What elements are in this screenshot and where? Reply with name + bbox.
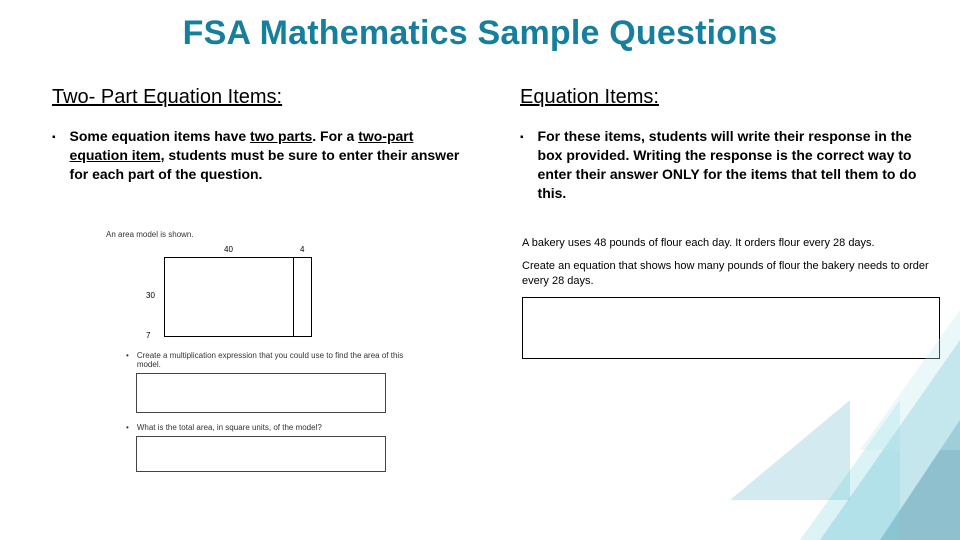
right-figure: A bakery uses 48 pounds of flour each da… bbox=[522, 236, 940, 359]
bullet-dot-icon: • bbox=[126, 423, 129, 432]
right-figure-line1: A bakery uses 48 pounds of flour each da… bbox=[522, 236, 940, 251]
bullet-marker-icon: ▪ bbox=[520, 127, 524, 203]
left-figure: An area model is shown. 30 7 40 4 • Crea… bbox=[106, 230, 426, 472]
right-bullet: ▪ For these items, students will write t… bbox=[520, 127, 920, 203]
slide-title-text: FSA Mathematics Sample Questions bbox=[183, 14, 778, 52]
triangle-icon bbox=[740, 340, 900, 540]
answer-box-1[interactable] bbox=[136, 373, 386, 413]
area-model-rect-large bbox=[164, 257, 294, 337]
left-subitem-1: • Create a multiplication expression tha… bbox=[126, 351, 426, 369]
left-subhead: Two- Part Equation Items: bbox=[52, 86, 472, 109]
text-frag-underline: two parts bbox=[250, 128, 312, 144]
text-frag-bold: ONLY bbox=[662, 166, 699, 182]
triangle-icon bbox=[730, 380, 850, 500]
text-frag: Some equation items have bbox=[70, 128, 251, 144]
area-label-7: 7 bbox=[146, 331, 150, 340]
bullet-marker-icon: ▪ bbox=[52, 127, 56, 184]
left-column: Two- Part Equation Items: ▪ Some equatio… bbox=[52, 86, 472, 184]
area-label-40: 40 bbox=[224, 245, 233, 254]
left-subitem-2-text: What is the total area, in square units,… bbox=[137, 423, 322, 432]
area-model: 30 7 40 4 bbox=[144, 245, 334, 341]
response-box[interactable] bbox=[522, 297, 940, 359]
right-column: Equation Items: ▪ For these items, stude… bbox=[520, 86, 920, 203]
left-figure-caption: An area model is shown. bbox=[106, 230, 426, 239]
area-label-4: 4 bbox=[300, 245, 304, 254]
right-figure-line2: Create an equation that shows how many p… bbox=[522, 259, 940, 289]
text-frag: . For a bbox=[312, 128, 358, 144]
left-subitem-1-text: Create a multiplication expression that … bbox=[137, 351, 426, 369]
slide: FSA Mathematics Sample Questions Two- Pa… bbox=[0, 0, 960, 540]
left-bullet-text: Some equation items have two parts. For … bbox=[70, 127, 472, 184]
area-model-rect-thin bbox=[294, 257, 312, 337]
answer-box-2[interactable] bbox=[136, 436, 386, 472]
right-bullet-text: For these items, students will write the… bbox=[538, 127, 920, 203]
bullet-dot-icon: • bbox=[126, 351, 129, 369]
left-subitem-2: • What is the total area, in square unit… bbox=[126, 423, 426, 432]
slide-title: FSA Mathematics Sample Questions bbox=[0, 14, 960, 53]
left-bullet: ▪ Some equation items have two parts. Fo… bbox=[52, 127, 472, 184]
right-subhead: Equation Items: bbox=[520, 86, 920, 109]
area-label-30: 30 bbox=[146, 291, 155, 300]
